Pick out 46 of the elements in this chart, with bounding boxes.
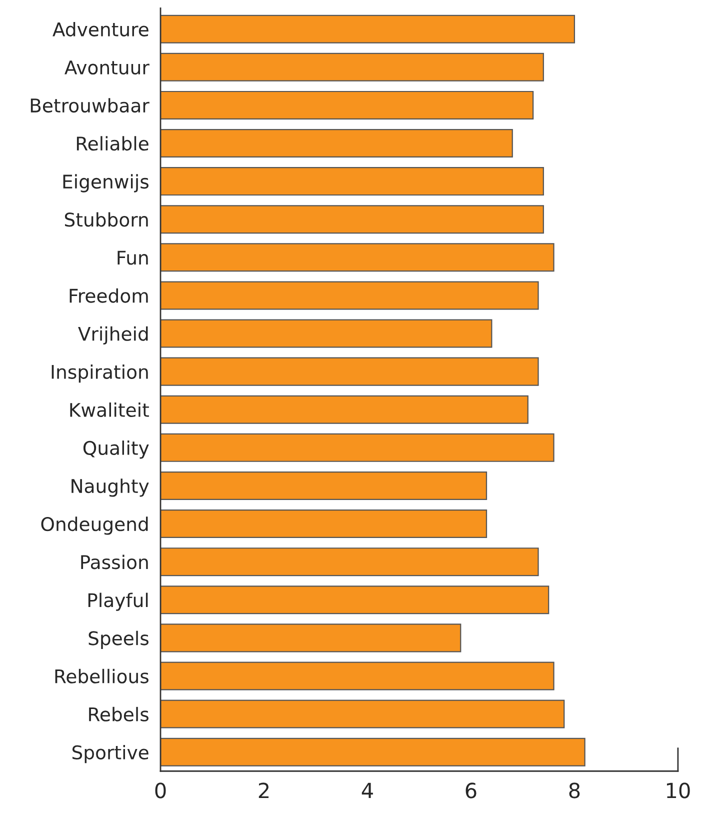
x-tick-label: 6 <box>466 782 476 798</box>
bar <box>160 167 544 196</box>
y-tick-label: Speels <box>88 630 148 649</box>
bar <box>160 738 586 766</box>
bar <box>160 548 539 576</box>
bar <box>160 510 488 538</box>
bar <box>160 433 554 462</box>
y-tick-label: Stubborn <box>64 212 148 227</box>
y-tick-label: Freedom <box>70 288 148 303</box>
x-tick-label: 0 <box>155 782 166 798</box>
bar <box>160 395 528 424</box>
x-tick-label: 8 <box>569 782 580 798</box>
bar <box>160 14 576 44</box>
y-tick-label: Eigenwijs <box>63 174 148 192</box>
y-tick-label: Sportive <box>72 744 148 764</box>
y-tick-label: Fun <box>118 250 148 265</box>
y-tick-label: Adventure <box>52 22 148 36</box>
y-tick-label: Rebellious <box>55 668 148 684</box>
y-tick-label: Naughty <box>72 478 149 497</box>
y-tick-label: Inspiration <box>52 364 148 383</box>
bar <box>160 624 462 652</box>
y-tick-label: Kwaliteit <box>70 402 149 418</box>
y-tick-label: Passion <box>81 554 148 570</box>
y-tick-label: Playful <box>88 592 148 611</box>
bar <box>160 319 492 348</box>
y-tick-label: Reliable <box>76 136 148 151</box>
bar <box>160 90 534 120</box>
bar <box>160 128 513 158</box>
y-tick-label: Quality <box>83 440 149 459</box>
bar <box>160 52 544 82</box>
bar <box>160 662 554 690</box>
bar <box>160 700 565 728</box>
x-tick-label: 2 <box>258 782 269 798</box>
bar <box>160 471 488 500</box>
y-tick-label: Rebels <box>89 706 148 722</box>
x-tick-label: 10 <box>666 782 690 798</box>
bar <box>160 357 539 386</box>
y-tick-label: Ondeugend <box>41 516 148 535</box>
bar <box>160 243 554 272</box>
y-tick-label: Vrijheid <box>78 326 148 345</box>
y-tick-label: Avontuur <box>64 60 150 75</box>
y-tick-label: Betrouwbaar <box>30 98 150 113</box>
bar <box>160 205 544 234</box>
bar <box>160 281 539 310</box>
x-tick-label: 4 <box>362 782 373 798</box>
bar <box>160 586 550 614</box>
